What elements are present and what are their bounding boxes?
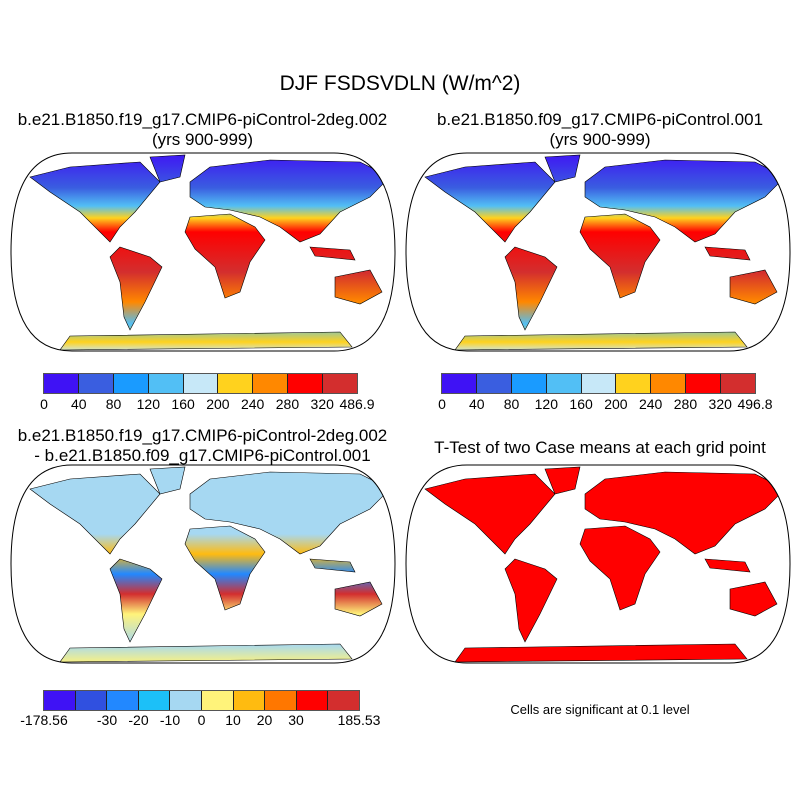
map-case2 xyxy=(405,152,791,352)
colorbar-tick-label: 30 xyxy=(288,712,304,728)
map-difference xyxy=(10,464,396,664)
colorbar-tick-label: 80 xyxy=(503,396,520,412)
colorbar-tick-label: 120 xyxy=(534,396,559,412)
colorbar-box xyxy=(265,691,297,710)
figure-title: DJF FSDSVDLN (W/m^2) xyxy=(279,72,521,95)
colorbar-tick-label: 40 xyxy=(70,396,87,412)
colorbar-tick-label: 486.9 xyxy=(339,396,375,412)
colorbar-box xyxy=(651,374,687,393)
panel-years-case1: (yrs 900-999) xyxy=(151,130,254,149)
colorbar-tick-label: 240 xyxy=(638,396,663,412)
panel-title-case2: b.e21.B1850.f09_g17.CMIP6-piControl.001 xyxy=(436,110,764,129)
colorbar-tick-label: 160 xyxy=(569,396,593,412)
colorbar-box xyxy=(218,374,254,393)
panel-subtitle-diff: - b.e21.B1850.f09_g17.CMIP6-piControl.00… xyxy=(34,446,371,465)
colorbar-box xyxy=(113,374,149,393)
colorbar-tick-label: 20 xyxy=(256,712,273,728)
colorbar-tick-label: 200 xyxy=(206,396,230,412)
colorbar-tick-label: 40 xyxy=(468,396,485,412)
colorbar-tick-label: 280 xyxy=(275,396,300,412)
colorbar-tick-label: 160 xyxy=(171,396,195,412)
colorbar-box xyxy=(616,374,652,393)
colorbar-box xyxy=(323,374,358,393)
colorbar-tick-label: 496.8 xyxy=(737,396,773,412)
colorbar-box xyxy=(476,374,512,393)
colorbar-tick-label: -20 xyxy=(128,712,149,728)
colorbar-box xyxy=(107,691,139,710)
colorbar-box xyxy=(44,374,79,393)
colorbar-box xyxy=(511,374,547,393)
panel-title-ttest: T-Test of two Case means at each grid po… xyxy=(434,438,766,457)
colorbar-tick-label: 320 xyxy=(708,396,732,412)
colorbar-case1 xyxy=(43,373,358,394)
colorbar-tick-label: -30 xyxy=(96,712,118,728)
colorbar-box xyxy=(546,374,582,393)
colorbar-tick-label: 240 xyxy=(240,396,265,412)
colorbar-tick-label: 80 xyxy=(105,396,122,412)
colorbar-box xyxy=(183,374,219,393)
colorbar-box xyxy=(721,374,756,393)
panel-years-case2: (yrs 900-999) xyxy=(549,130,651,149)
colorbar-box xyxy=(328,691,359,710)
colorbar-box xyxy=(148,374,184,393)
panel-title-case1: b.e21.B1850.f19_g17.CMIP6-piControl-2deg… xyxy=(17,110,388,129)
colorbar-tick-label: 0 xyxy=(40,396,48,412)
colorbar-box xyxy=(581,374,617,393)
colorbar-box xyxy=(233,691,266,710)
colorbar-box xyxy=(78,374,114,393)
colorbar-tick-label: 0 xyxy=(197,712,206,728)
map-case1 xyxy=(10,152,396,352)
colorbar-tick-label: 120 xyxy=(136,396,161,412)
colorbar-box xyxy=(170,691,202,710)
colorbar-tick-label: 200 xyxy=(604,396,628,412)
significance-note: Cells are significant at 0.1 level xyxy=(510,702,690,717)
colorbar-box xyxy=(296,691,329,710)
colorbar-tick-label: -10 xyxy=(159,712,181,728)
colorbar-box xyxy=(44,691,76,710)
colorbar-box xyxy=(138,691,171,710)
colorbar-tick-label: 0 xyxy=(438,396,446,412)
colorbar-tick-label: 320 xyxy=(310,396,334,412)
colorbar-box xyxy=(201,691,234,710)
panel-title-diff: b.e21.B1850.f19_g17.CMIP6-piControl-2deg… xyxy=(17,426,388,445)
colorbar-tick-label: 10 xyxy=(225,712,241,728)
colorbar-box xyxy=(288,374,324,393)
colorbar-difference xyxy=(43,690,360,711)
colorbar-tick-label: 280 xyxy=(673,396,698,412)
map-ttest xyxy=(405,464,791,664)
colorbar-box xyxy=(75,691,108,710)
colorbar-box xyxy=(686,374,722,393)
colorbar-case2 xyxy=(441,373,756,394)
colorbar-tick-label: -178.56 xyxy=(20,712,68,728)
colorbar-box xyxy=(442,374,477,393)
colorbar-box xyxy=(253,374,289,393)
colorbar-tick-label: 185.53 xyxy=(337,712,381,728)
